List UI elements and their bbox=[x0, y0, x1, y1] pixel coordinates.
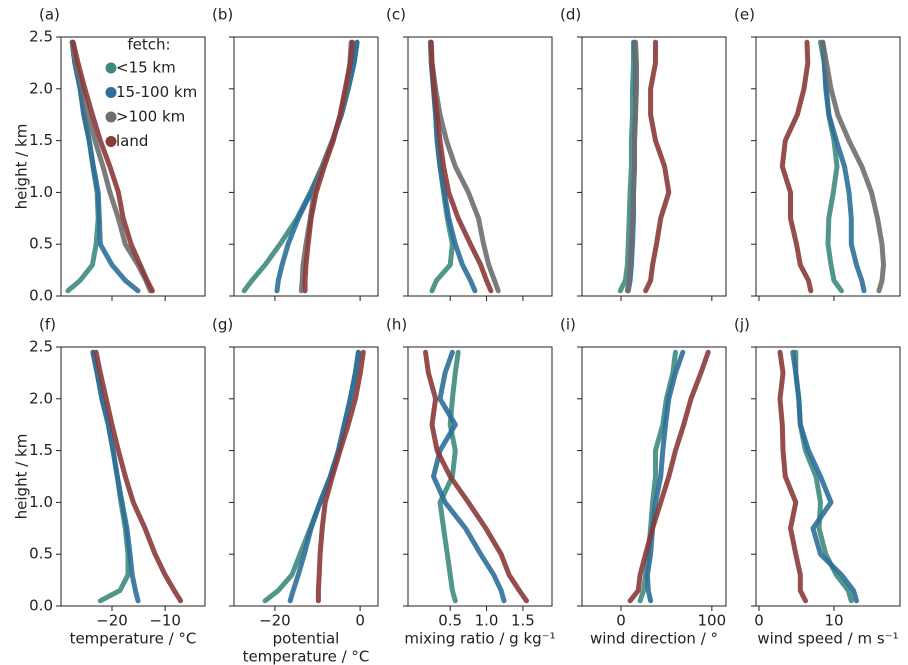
x-axis-label: wind direction / ° bbox=[590, 630, 718, 648]
legend-title: fetch: bbox=[127, 36, 170, 54]
x-tick-label: 0 bbox=[355, 612, 365, 630]
panel-label: (g) bbox=[212, 316, 233, 334]
legend-marker bbox=[105, 136, 117, 147]
panel-label: (h) bbox=[386, 316, 407, 334]
profile-line bbox=[643, 39, 672, 294]
panel-label: (c) bbox=[386, 6, 406, 24]
y-tick-label: 1.5 bbox=[29, 131, 53, 149]
profile-line bbox=[627, 349, 711, 604]
x-axis-label: temperature / °C bbox=[243, 648, 370, 665]
panel: (d) bbox=[560, 6, 727, 301]
panel-label: (e) bbox=[734, 6, 755, 24]
y-tick-label: 2.0 bbox=[29, 79, 53, 97]
panel-label: (b) bbox=[212, 6, 233, 24]
y-axis-label: height / km bbox=[13, 434, 31, 520]
profile-line bbox=[644, 349, 686, 604]
profile-line bbox=[428, 39, 494, 294]
profile-line bbox=[793, 349, 854, 604]
plot-frame bbox=[581, 36, 727, 297]
legend-marker bbox=[105, 87, 117, 98]
profile-line bbox=[820, 39, 867, 294]
plot-frame bbox=[407, 36, 553, 297]
profile-line bbox=[779, 39, 814, 294]
x-tick-label: −10 bbox=[149, 612, 181, 630]
x-tick-label: 0.5 bbox=[438, 612, 462, 630]
plot-frame bbox=[755, 36, 901, 297]
y-tick-label: 2.0 bbox=[29, 389, 53, 407]
panel: (e) bbox=[734, 6, 901, 301]
x-tick-label: 100 bbox=[698, 612, 727, 630]
profile-line bbox=[241, 39, 360, 294]
profile-line bbox=[777, 349, 808, 604]
x-axis-label: wind speed / m s⁻¹ bbox=[757, 630, 898, 648]
y-tick-label: 0.5 bbox=[29, 235, 53, 253]
y-axis-label: height / km bbox=[13, 124, 31, 210]
x-tick-label: 1.5 bbox=[511, 612, 535, 630]
y-tick-label: 1.0 bbox=[29, 493, 53, 511]
plot-frame bbox=[60, 36, 206, 297]
y-tick-label: 0.0 bbox=[29, 597, 53, 615]
legend-marker bbox=[105, 62, 117, 74]
panel-label: (i) bbox=[560, 316, 576, 334]
profile-line bbox=[437, 349, 461, 604]
x-tick-label: 0 bbox=[754, 612, 764, 630]
x-tick-label: 0 bbox=[616, 612, 626, 630]
y-tick-label: 2.5 bbox=[29, 338, 53, 356]
profile-line bbox=[262, 349, 361, 604]
panel: (c) bbox=[386, 6, 553, 301]
panel-label: (f) bbox=[39, 316, 56, 334]
y-tick-label: 1.0 bbox=[29, 183, 53, 201]
x-tick-label: −20 bbox=[96, 612, 128, 630]
plot-frame bbox=[60, 346, 206, 607]
profile-line bbox=[287, 349, 361, 604]
panel-label: (a) bbox=[39, 6, 60, 24]
x-tick-label: −20 bbox=[259, 612, 291, 630]
profile-line bbox=[70, 39, 155, 294]
x-axis-label: temperature / °C bbox=[70, 630, 197, 648]
panel: (b) bbox=[212, 6, 379, 301]
legend-label: >100 km bbox=[116, 108, 185, 126]
legend-label: 15-100 km bbox=[116, 83, 197, 101]
profile-line bbox=[624, 39, 639, 294]
legend-marker bbox=[105, 111, 117, 123]
profile-line bbox=[302, 39, 355, 294]
plot-frame bbox=[581, 346, 727, 607]
profile-line bbox=[315, 349, 366, 604]
plot-frame bbox=[755, 346, 901, 607]
x-axis-label: potential bbox=[273, 630, 340, 648]
profile-line bbox=[790, 349, 859, 604]
x-axis-label: mixing ratio / g kg⁻¹ bbox=[404, 630, 555, 648]
x-tick-label: 1.0 bbox=[475, 612, 499, 630]
profile-line bbox=[617, 39, 636, 294]
profile-line bbox=[431, 349, 507, 604]
y-tick-label: 0.5 bbox=[29, 545, 53, 563]
panel-label: (d) bbox=[560, 6, 581, 24]
plot-frame bbox=[233, 36, 379, 297]
profile-line bbox=[423, 349, 529, 604]
profile-line bbox=[90, 349, 141, 604]
y-tick-label: 2.5 bbox=[29, 28, 53, 46]
panel: (f) 0.0 0.5 1.0 1.5 2.0 2.5 −20 −10 height / km te… bbox=[13, 316, 206, 648]
panel-label: (j) bbox=[734, 316, 750, 334]
panel: (a) 0.0 0.5 1.0 1.5 2.0 2.5 height / km fetch: <1… bbox=[13, 6, 206, 305]
legend-label: <15 km bbox=[116, 59, 176, 77]
y-tick-label: 0.0 bbox=[29, 287, 53, 305]
x-tick-label: 10 bbox=[824, 612, 843, 630]
profile-line bbox=[820, 39, 886, 294]
profile-line bbox=[93, 349, 184, 604]
legend-label: land bbox=[116, 132, 148, 150]
y-tick-label: 1.5 bbox=[29, 441, 53, 459]
plot-frame bbox=[233, 346, 379, 607]
plot-frame bbox=[407, 346, 553, 607]
